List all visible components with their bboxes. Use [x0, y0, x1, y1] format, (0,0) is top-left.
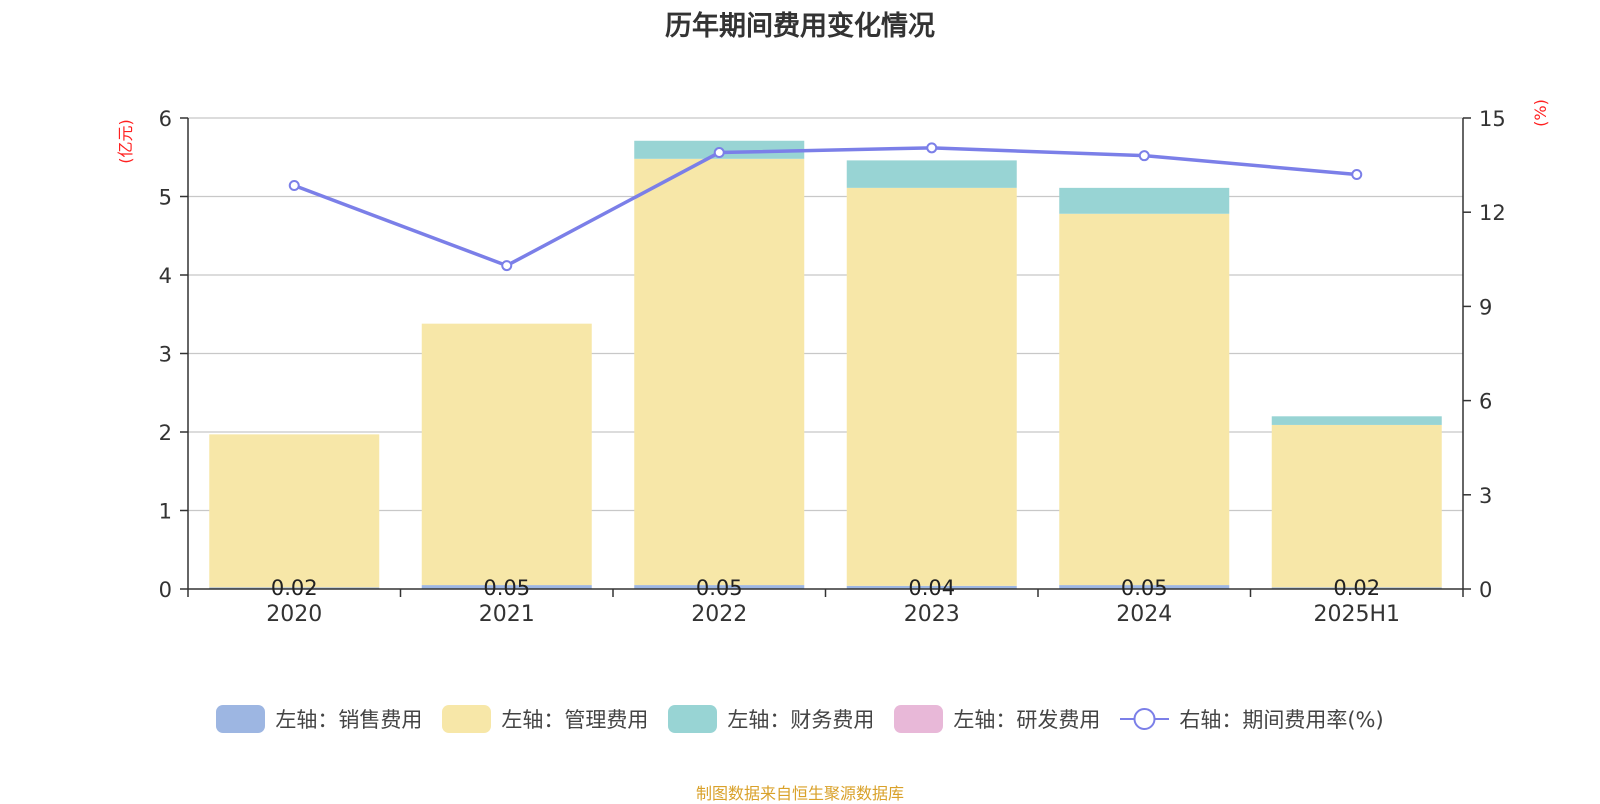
- left-tick-label: 1: [159, 500, 172, 524]
- source-note: 制图数据来自恒生聚源数据库: [695, 784, 904, 803]
- x-tick-label: 2022: [691, 602, 747, 627]
- right-tick-label: 9: [1479, 295, 1492, 319]
- left-axis-unit: (亿元): [116, 119, 135, 164]
- bar-1-2021: [421, 323, 592, 586]
- labels: 0.02 0.05 0.05 0.04 0.05 0.02: [271, 576, 1380, 600]
- bar-1-2024: [1059, 213, 1230, 586]
- bar-0-2021: [421, 585, 592, 589]
- right-tick-label: 3: [1479, 484, 1492, 508]
- rate-point: [713, 147, 725, 159]
- rate-point: [1138, 150, 1150, 162]
- x-tick-label: 2023: [904, 602, 960, 627]
- bars: [209, 140, 1442, 589]
- left-tick-label: 2: [159, 421, 172, 445]
- legend-swatch-admin: [442, 705, 492, 733]
- x-tick-label: 2021: [479, 602, 535, 627]
- bar-1-2020: [209, 434, 380, 588]
- left-tick-label: 4: [159, 264, 172, 288]
- rate-point: [1351, 169, 1363, 181]
- bar-0-2022: [634, 585, 805, 589]
- bar-data-label: 0.04: [908, 576, 955, 600]
- rate-point: [926, 142, 938, 154]
- rate-point: [501, 260, 513, 272]
- left-tick-label: 5: [159, 186, 172, 210]
- bar-1-2023: [846, 187, 1017, 586]
- legend-item-sales[interactable]: 左轴：销售费用: [216, 704, 422, 734]
- legend-swatch-sales: [216, 705, 266, 733]
- bar-0-2023: [846, 585, 1017, 589]
- x-tick-label: 2025H1: [1313, 602, 1400, 627]
- bar-0-2024: [1059, 585, 1230, 589]
- legend-item-rnd[interactable]: 左轴：研发费用: [894, 704, 1100, 734]
- legend-label-admin: 左轴：管理费用: [501, 708, 649, 732]
- left-tick-label: 0: [159, 578, 172, 602]
- legend-line-swatch-rate: [1120, 708, 1170, 730]
- bar-1-2022: [634, 158, 805, 586]
- legend-label-rate: 右轴：期间费用率(%): [1179, 708, 1384, 732]
- bar-data-label: 0.02: [1333, 576, 1380, 600]
- legend-item-finance[interactable]: 左轴：财务费用: [668, 704, 874, 734]
- right-tick-label: 0: [1479, 578, 1492, 602]
- gridlines: [188, 117, 1463, 512]
- rate-line: [288, 142, 1363, 272]
- bar-1-2025H1: [1271, 424, 1442, 588]
- left-tick-label: 3: [159, 343, 172, 367]
- legend-label-sales: 左轴：销售费用: [275, 708, 423, 732]
- bar-2-2023: [846, 160, 1017, 188]
- right-tick-label: 6: [1479, 390, 1492, 414]
- legend-swatch-finance: [668, 705, 718, 733]
- legend-swatch-rnd: [894, 705, 944, 733]
- legend: 左轴：销售费用 左轴：管理费用 左轴：财务费用 左轴：研发费用 右轴：期间费用率…: [0, 704, 1600, 734]
- legend-label-finance: 左轴：财务费用: [727, 708, 875, 732]
- rate-point: [288, 180, 300, 192]
- bar-2-2025H1: [1271, 416, 1442, 425]
- right-axis-unit: (%): [1531, 99, 1550, 127]
- legend-label-rnd: 左轴：研发费用: [953, 708, 1101, 732]
- bar-data-label: 0.05: [696, 576, 743, 600]
- bar-data-label: 0.05: [1121, 576, 1168, 600]
- bar-2-2024: [1059, 187, 1230, 214]
- right-tick-label: 12: [1479, 201, 1506, 225]
- bar-0-2025H1: [1271, 587, 1442, 589]
- bar-data-label: 0.05: [483, 576, 530, 600]
- right-tick-label: 15: [1479, 107, 1506, 131]
- bar-0-2020: [209, 587, 380, 589]
- legend-item-rate[interactable]: 右轴：期间费用率(%): [1120, 704, 1384, 734]
- legend-item-admin[interactable]: 左轴：管理费用: [442, 704, 648, 734]
- left-tick-label: 6: [159, 107, 172, 131]
- x-tick-label: 2024: [1116, 602, 1172, 627]
- chart-title: 历年期间费用变化情况: [665, 11, 935, 42]
- bar-data-label: 0.02: [271, 576, 318, 600]
- rate-line-path: [293, 146, 1357, 268]
- x-tick-label: 2020: [266, 602, 322, 627]
